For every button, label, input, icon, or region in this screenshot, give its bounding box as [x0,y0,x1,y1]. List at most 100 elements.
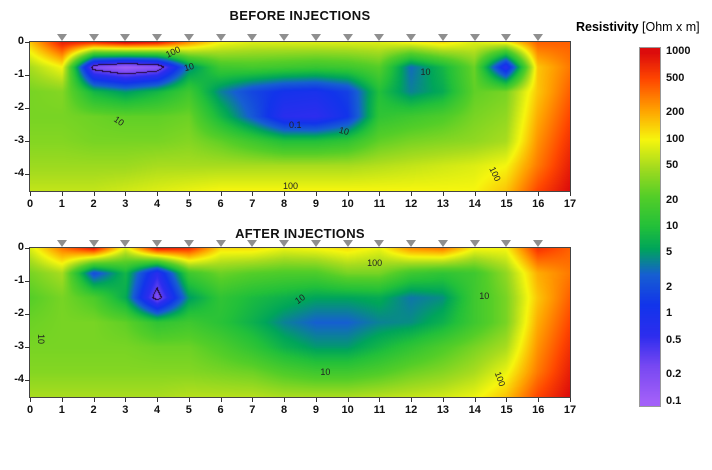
x-tick-label: 15 [500,198,513,210]
electrode-marker [469,34,480,41]
colorbar-gradient [639,47,661,407]
electrode-marker [120,34,131,41]
x-tick-label: 8 [281,404,288,416]
after-section-panel: 0 1 2 3 4 5 6 7 8 9 10 11 12 13 14 15 16 17 0 -1 -2 -3 -4 100 10… [14,240,576,416]
x-tick-label: 14 [468,198,481,210]
y-tick-label: -2 [14,307,24,320]
electrode-marker [56,34,67,41]
legend-title-text: Resistivity [576,20,639,34]
colorbar-tick-label: 1000 [666,45,691,58]
x-tick [157,192,159,196]
x-tick-label: 1 [58,404,65,416]
x-tick [411,398,413,402]
x-tick [93,398,95,402]
x-tick-label: 0 [26,198,34,210]
x-tick-label: 5 [185,198,192,210]
colorbar-tick-label: 200 [666,106,685,119]
y-tick-label: 0 [17,35,24,47]
electrode-marker [215,240,226,247]
electrode-marker [88,240,99,247]
x-tick-label: 17 [563,404,577,416]
legend-title: Resistivity [Ohm x m] [576,20,710,34]
colorbar-tick-label: 5 [666,246,673,259]
legend-units-text: [Ohm x m] [642,20,700,34]
before-panel-title: BEFORE INJECTIONS [229,8,371,23]
x-tick [474,398,476,402]
x-tick-label: 13 [436,198,450,210]
x-tick [284,192,286,196]
colorbar-tick-label: 1 [666,307,673,320]
electrode-marker [247,34,258,41]
electrode-marker [310,34,321,41]
x-tick-label: 15 [500,404,513,416]
colorbar-tick-label: 0.2 [666,368,682,381]
x-tick-label: 10 [341,198,354,210]
before-section-panel: 0 1 2 3 4 5 6 7 8 9 10 11 12 13 14 15 16 17 0 -1 -2 -3 -4 100 10… [14,34,576,210]
y-tick [25,174,30,176]
x-tick [220,192,222,196]
colorbar-tick-label: 500 [666,71,685,84]
after-panel-title: AFTER INJECTIONS [235,226,365,241]
y-tick [25,141,30,143]
x-tick [30,192,31,196]
x-tick-label: 16 [532,198,545,210]
x-tick-label: 11 [373,404,386,416]
y-tick [25,347,30,349]
x-tick-label: 4 [153,198,161,210]
colorbar: 1000 500 200 100 50 20 10 5 2 1 0.5 0.2 0.1 [639,45,710,408]
x-tick [220,398,222,402]
electrode-marker [310,240,321,247]
x-tick [188,192,190,196]
electrode-marker [374,240,385,247]
x-tick-label: 9 [312,404,319,416]
electrode-marker [152,240,163,247]
x-tick-label: 7 [249,404,256,416]
x-tick [157,398,159,402]
x-tick-label: 12 [405,404,418,416]
x-tick-label: 3 [122,404,129,416]
electrode-marker [152,34,163,41]
x-tick [538,398,540,402]
x-tick [125,398,127,402]
contour-label: 0.1 [288,119,302,130]
electrode-marker [501,34,512,41]
electrode-marker [533,34,544,41]
electrode-marker [88,34,99,41]
contour-label: 100 [367,257,383,268]
x-tick [442,398,444,402]
y-tick [25,314,30,316]
electrode-marker [215,34,226,41]
colorbar-tick-label: 2 [666,281,673,294]
x-tick-label: 17 [563,198,577,210]
x-tick [315,192,317,196]
electrode-marker [469,240,480,247]
y-tick-label: -1 [14,274,24,287]
y-tick-label: -4 [14,373,24,386]
colorbar-tick-label: 20 [666,193,679,206]
x-tick [347,398,349,402]
x-tick-label: 11 [373,198,386,210]
electrode-marker [342,240,353,247]
x-tick-label: 12 [405,198,418,210]
x-tick [93,192,95,196]
electrode-marker [406,240,417,247]
electrode-marker [374,34,385,41]
y-tick-label: -2 [14,101,24,114]
before-heatmap-canvas [29,41,571,192]
x-tick-label: 4 [153,404,161,416]
y-tick-label: -1 [14,68,24,81]
y-tick-label: 0 [17,241,24,253]
x-tick [315,398,317,402]
colorbar-tick-label: 50 [666,158,679,171]
colorbar-tick-label: 0.5 [666,333,682,346]
contour-label: 100 [282,181,298,192]
electrode-marker [279,240,290,247]
x-tick [30,398,31,402]
x-tick-label: 10 [341,404,354,416]
electrode-marker [56,240,67,247]
x-tick [570,192,571,196]
electrode-marker [183,240,194,247]
electrode-marker [501,240,512,247]
electrode-marker [183,34,194,41]
x-tick-label: 6 [217,404,224,416]
